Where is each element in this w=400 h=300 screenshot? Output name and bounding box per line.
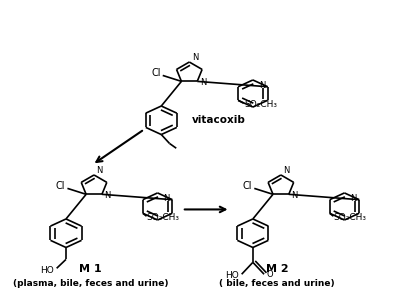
Text: O: O [266, 270, 273, 279]
Text: M 2: M 2 [266, 264, 288, 274]
Text: SO₂CH₃: SO₂CH₃ [244, 100, 277, 109]
Text: N: N [96, 166, 103, 175]
Text: N: N [350, 194, 357, 203]
Text: N: N [104, 191, 111, 200]
Text: ( bile, feces and urine): ( bile, feces and urine) [219, 279, 335, 288]
Text: vitacoxib: vitacoxib [192, 115, 246, 125]
Text: HO: HO [226, 271, 239, 280]
Text: HO: HO [40, 266, 54, 275]
Text: Cl: Cl [151, 68, 161, 78]
Text: N: N [200, 78, 206, 87]
Text: (plasma, bile, feces and urine): (plasma, bile, feces and urine) [12, 279, 168, 288]
Text: Cl: Cl [56, 181, 66, 191]
Text: SO₂CH₃: SO₂CH₃ [147, 213, 180, 222]
Text: N: N [283, 166, 290, 175]
Text: Cl: Cl [243, 181, 252, 191]
Text: N: N [192, 53, 198, 62]
Text: M 1: M 1 [79, 264, 102, 274]
Text: N: N [291, 191, 298, 200]
Text: N: N [259, 81, 265, 90]
Text: SO₂CH₃: SO₂CH₃ [334, 213, 367, 222]
Text: N: N [164, 194, 170, 203]
